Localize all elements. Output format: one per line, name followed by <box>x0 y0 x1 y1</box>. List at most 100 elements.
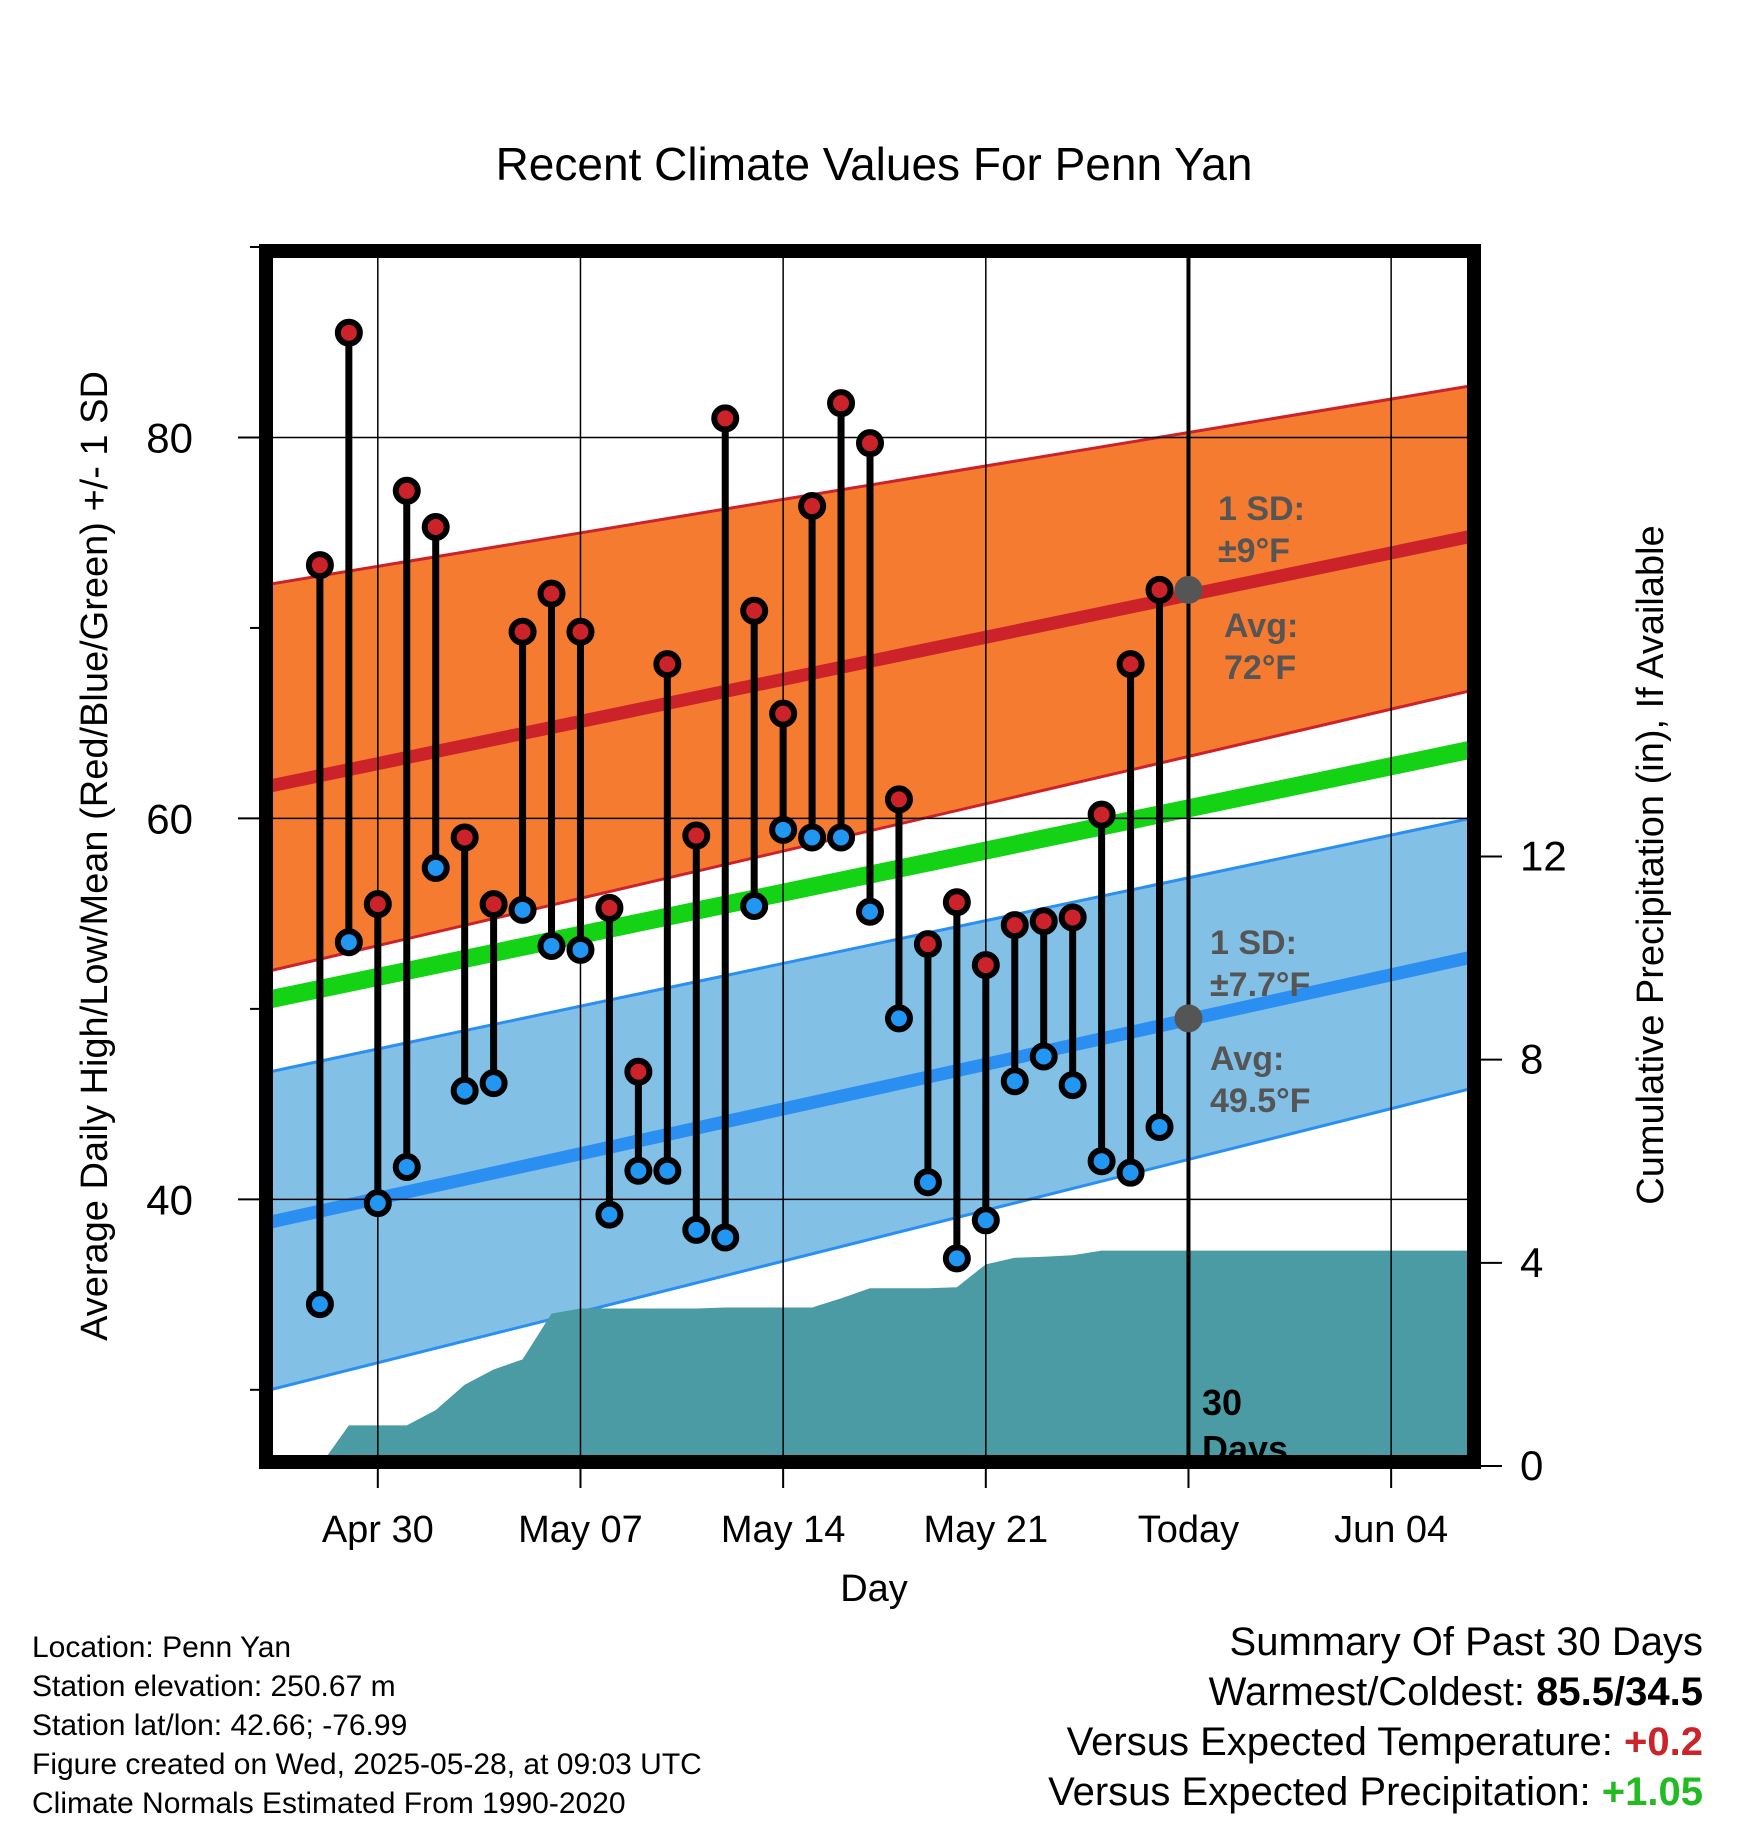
low-sd-band-upper-edge <box>270 816 1470 1074</box>
period-annotation-line-1: Days <box>1202 1428 1288 1469</box>
plot-frame <box>259 244 1481 1469</box>
high-sd-annotation-line-0: 1 SD: <box>1218 490 1305 528</box>
low-point <box>1116 1158 1145 1187</box>
low-point <box>798 823 827 852</box>
summary-panel: Summary Of Past 30 Days Warmest/Coldest:… <box>1048 1617 1703 1817</box>
summary-precip: Versus Expected Precipitation: +1.05 <box>1048 1767 1703 1817</box>
y-tick-label: 60 <box>146 795 193 842</box>
low-point <box>682 1215 711 1244</box>
high-point <box>566 617 595 646</box>
station-metadata: Location: Penn Yan Station elevation: 25… <box>32 1628 702 1823</box>
low-point <box>450 1076 479 1105</box>
summary-heading: Summary Of Past 30 Days <box>1229 1620 1703 1664</box>
meta-elevation: Station elevation: 250.67 m <box>32 1670 396 1703</box>
high-point <box>1116 650 1145 679</box>
high-point <box>624 1057 653 1086</box>
low-point <box>942 1244 971 1273</box>
high-point <box>1058 903 1087 932</box>
low-point <box>479 1069 508 1098</box>
high-avg-annotation-line-1: 72°F <box>1224 649 1296 687</box>
low-point <box>595 1200 624 1229</box>
low-avg-annotation-line-0: Avg: <box>1210 1040 1284 1078</box>
low-point <box>537 932 566 961</box>
low-point <box>1058 1071 1087 1100</box>
low-point <box>508 895 537 924</box>
high-point <box>1029 907 1058 936</box>
high-point <box>740 596 769 625</box>
high-point <box>913 930 942 959</box>
y-right-tick-label: 4 <box>1520 1239 1543 1286</box>
meta-latlon: Station lat/lon: 42.66; -76.99 <box>32 1709 408 1742</box>
today-high-avg-marker <box>1174 575 1203 604</box>
warm-cold-value: 85.5/34.5 <box>1536 1670 1703 1714</box>
x-tick-label: May 14 <box>721 1509 846 1551</box>
high-point <box>1087 800 1116 829</box>
period-annotation-line-0: 30 <box>1202 1382 1242 1423</box>
y-right-tick-label: 8 <box>1520 1036 1543 1083</box>
meta-created: Figure created on Wed, 2025-05-28, at 09… <box>32 1748 702 1781</box>
low-point <box>711 1223 740 1252</box>
low-point <box>363 1189 392 1218</box>
high-avg-annotation-line-0: Avg: <box>1224 607 1298 645</box>
low-point <box>653 1156 682 1185</box>
low-point <box>1145 1112 1174 1141</box>
low-sd-annotation-line-0: 1 SD: <box>1210 924 1297 962</box>
low-point <box>971 1206 1000 1235</box>
low-sd-band-lower-edge <box>270 1087 1470 1392</box>
high-point <box>798 492 827 521</box>
low-point <box>769 815 798 844</box>
y-axis-label: Average Daily High/Low/Mean (Red/Blue/Gr… <box>74 371 116 1341</box>
low-sd-annotation-line-1: ±7.7°F <box>1210 966 1310 1004</box>
today-low-avg-marker <box>1174 1004 1203 1033</box>
high-point <box>305 551 334 580</box>
x-tick-label: Apr 30 <box>322 1509 434 1551</box>
summary-warm-cold: Warmest/Coldest: 85.5/34.5 <box>1048 1667 1703 1717</box>
high-point <box>421 512 450 541</box>
x-tick-label: May 07 <box>518 1509 643 1551</box>
high-point <box>1145 575 1174 604</box>
y-right-tick-label: 0 <box>1520 1442 1543 1489</box>
high-point <box>884 785 913 814</box>
low-point <box>1000 1067 1029 1096</box>
high-point <box>1000 911 1029 940</box>
low-point <box>624 1156 653 1185</box>
high-point <box>942 888 971 917</box>
high-point <box>537 579 566 608</box>
low-point <box>566 935 595 964</box>
climate-chart: 1 SD: ±9°F Avg: 72°F 1 SD: ±7.7°F Avg: 49.5°F 30… <box>74 138 1672 1610</box>
low-sd-band <box>270 818 1470 1390</box>
high-point <box>711 404 740 433</box>
precip-value: +1.05 <box>1601 1770 1703 1814</box>
plot-area: 1 SD: ±9°F Avg: 72°F 1 SD: ±7.7°F Avg: 49.5°F 30… <box>270 255 1470 1469</box>
y-tick-label: 40 <box>146 1176 193 1223</box>
meta-normals: Climate Normals Estimated From 1990-2020 <box>32 1787 626 1820</box>
high-point <box>479 890 508 919</box>
high-point <box>392 476 421 505</box>
warm-cold-label: Warmest/Coldest: <box>1208 1670 1526 1714</box>
high-point <box>971 951 1000 980</box>
x-tick-label: Today <box>1138 1509 1239 1551</box>
low-point <box>856 897 884 926</box>
x-axis-label: Day <box>840 1568 908 1610</box>
high-point <box>682 821 711 850</box>
low-point <box>913 1168 942 1197</box>
low-point <box>305 1290 334 1319</box>
low-point <box>1029 1042 1058 1071</box>
low-point <box>392 1152 421 1181</box>
low-point <box>334 928 363 957</box>
low-point <box>827 823 856 852</box>
low-point <box>1087 1147 1116 1176</box>
summary-temp: Versus Expected Temperature: +0.2 <box>1048 1717 1703 1767</box>
temp-label: Versus Expected Temperature: <box>1066 1720 1613 1764</box>
high-point <box>769 699 798 728</box>
high-sd-annotation-line-1: ±9°F <box>1218 532 1290 570</box>
low-point <box>740 892 769 921</box>
low-point <box>884 1004 913 1033</box>
meta-location: Location: Penn Yan <box>32 1631 292 1664</box>
high-point <box>653 650 682 679</box>
chart-title: Recent Climate Values For Penn Yan <box>496 138 1253 190</box>
high-point <box>595 893 624 922</box>
high-point <box>508 617 537 646</box>
low-avg-line <box>270 951 1470 1229</box>
high-point <box>363 890 392 919</box>
